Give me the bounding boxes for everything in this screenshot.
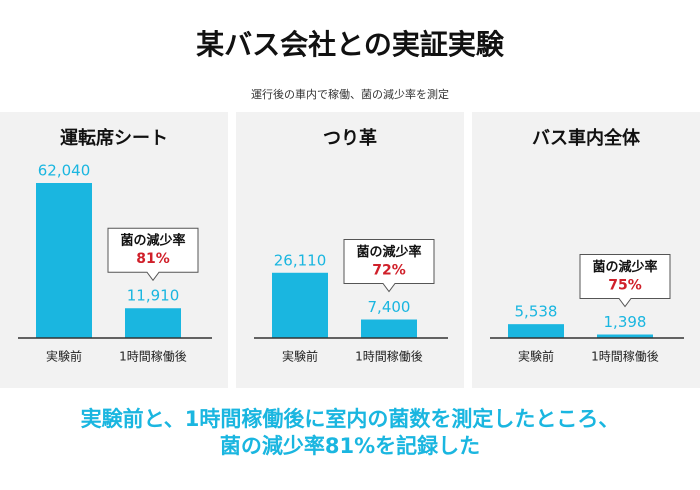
footer-line: 菌の減少率81%を記録した <box>220 434 480 458</box>
value-label: 1,398 <box>604 313 647 331</box>
subtitle: 運行後の車内で稼働、菌の減少率を測定 <box>251 87 449 101</box>
category-label: 1時間稼働後 <box>355 349 423 364</box>
category-label: 実験前 <box>518 349 554 364</box>
bar <box>361 319 417 338</box>
panel-title: バス車内全体 <box>532 127 641 149</box>
callout-text: 菌の減少率 <box>592 259 657 275</box>
value-label: 62,040 <box>38 162 91 180</box>
bar <box>36 183 92 338</box>
value-label: 26,110 <box>274 251 327 269</box>
category-label: 実験前 <box>46 349 82 364</box>
panel-title: 運転席シート <box>60 127 168 149</box>
bar <box>597 334 653 338</box>
bar <box>125 308 181 338</box>
panel-title: つり革 <box>323 127 377 149</box>
callout-value: 72% <box>372 263 406 279</box>
callout <box>107 227 199 282</box>
callout <box>343 239 435 293</box>
panel <box>472 112 700 388</box>
callout <box>579 254 671 308</box>
footer-line: 実験前と、1時間稼働後に室内の菌数を測定したところ、 <box>81 407 620 431</box>
category-label: 1時間稼働後 <box>591 349 659 364</box>
value-label: 11,910 <box>127 287 180 305</box>
callout-value: 81% <box>136 251 170 267</box>
callout-text: 菌の減少率 <box>356 244 421 260</box>
category-label: 1時間稼働後 <box>119 349 187 364</box>
callout-value: 75% <box>608 278 642 294</box>
bar <box>508 324 564 338</box>
value-label: 5,538 <box>515 303 558 321</box>
callout-text: 菌の減少率 <box>120 233 185 249</box>
value-label: 7,400 <box>368 298 411 316</box>
category-label: 実験前 <box>282 349 318 364</box>
title: 某バス会社との実証実験 <box>196 28 505 61</box>
bar <box>272 272 328 338</box>
